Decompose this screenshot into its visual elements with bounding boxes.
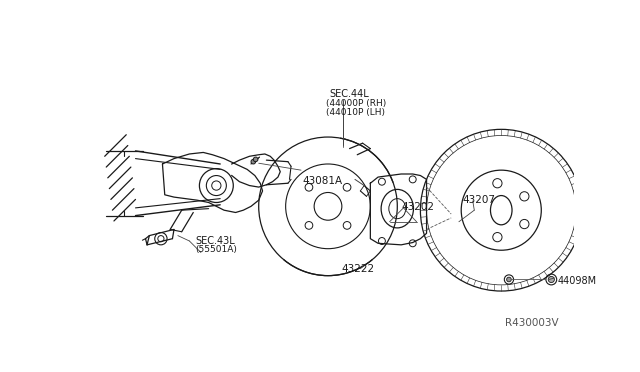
Text: R430003V: R430003V [506, 318, 559, 328]
Text: SEC.44L: SEC.44L [330, 89, 369, 99]
Text: 43081A: 43081A [303, 176, 342, 186]
Text: (44010P (LH): (44010P (LH) [326, 108, 385, 117]
Text: (55501A): (55501A) [196, 245, 237, 254]
Circle shape [253, 157, 258, 162]
Circle shape [251, 159, 255, 164]
Circle shape [507, 277, 511, 282]
Circle shape [548, 276, 554, 283]
Text: 44098M: 44098M [557, 276, 596, 286]
Text: 43207: 43207 [463, 195, 496, 205]
Text: 43222: 43222 [342, 264, 375, 274]
Text: 43202: 43202 [401, 202, 434, 212]
Text: SEC.43L: SEC.43L [196, 235, 236, 246]
Text: (44000P (RH): (44000P (RH) [326, 99, 387, 108]
